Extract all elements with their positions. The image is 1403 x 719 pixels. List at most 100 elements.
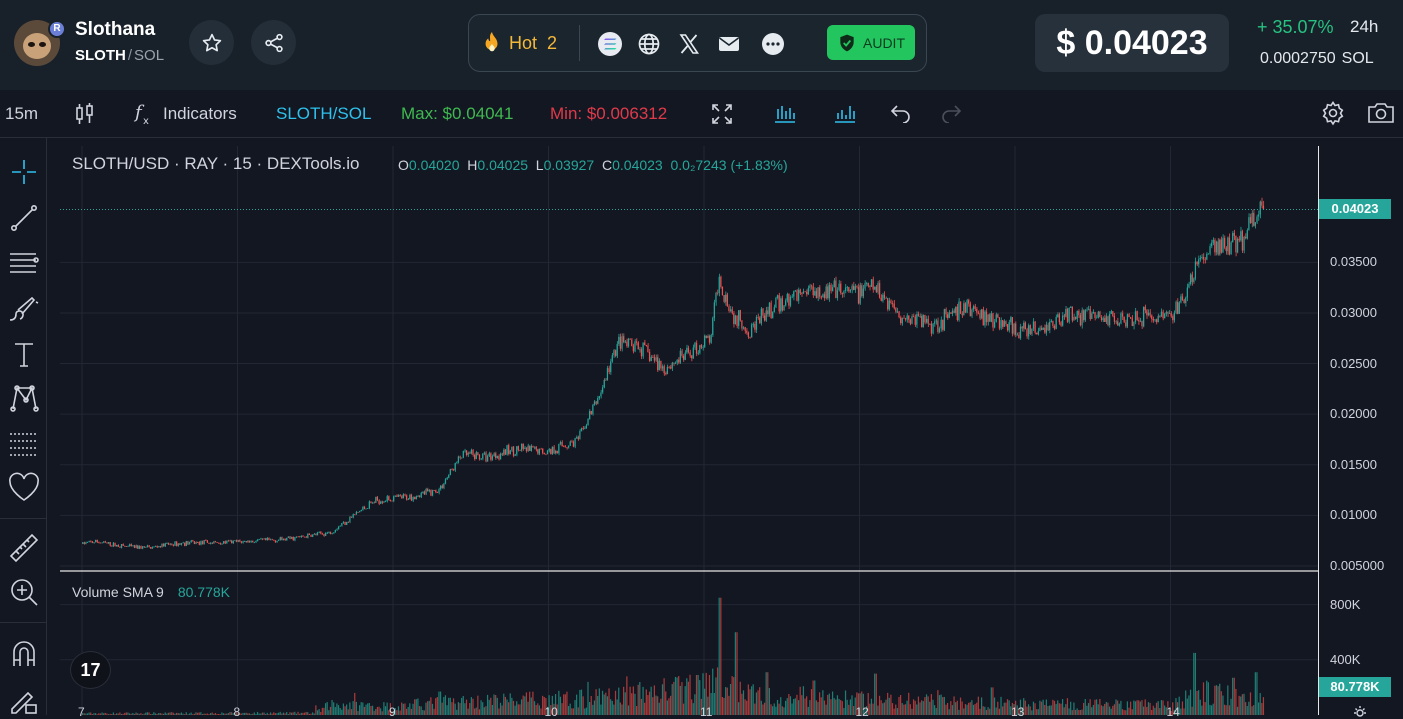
volume-bar — [394, 707, 396, 715]
volume-bar — [346, 704, 348, 715]
volume-bars-icon[interactable] — [833, 102, 857, 124]
candle-body — [922, 314, 924, 327]
volume-bar — [1079, 709, 1082, 715]
candles-icon[interactable] — [74, 102, 96, 126]
volume-bar — [422, 710, 424, 715]
candle-body — [1083, 310, 1085, 321]
email-icon[interactable] — [717, 32, 741, 56]
candle-body — [917, 314, 920, 317]
candle-body — [508, 445, 510, 454]
candle-body — [951, 310, 954, 314]
favorite-button[interactable] — [189, 20, 234, 65]
zoom-in-icon[interactable] — [8, 576, 40, 608]
candle-body — [1094, 312, 1096, 318]
volume-bar — [1073, 702, 1075, 715]
volume-bar — [739, 681, 741, 715]
volume-bar — [274, 713, 276, 715]
candle-body — [1251, 212, 1253, 224]
candle-body — [1073, 317, 1075, 321]
ruler-icon[interactable] — [8, 532, 40, 564]
volume-bar — [940, 694, 942, 715]
tradingview-logo[interactable]: 17 — [70, 651, 111, 689]
candle-body — [763, 315, 766, 321]
volume-bar — [977, 696, 979, 715]
candle-body — [976, 308, 978, 313]
interval-select[interactable]: 15m — [5, 104, 39, 123]
volume-bar — [360, 702, 362, 715]
volume-bar — [125, 712, 127, 715]
bars-style-icon[interactable] — [773, 102, 797, 124]
candle-body — [250, 540, 252, 543]
camera-icon[interactable] — [1367, 101, 1395, 125]
candle-body — [684, 352, 686, 360]
globe-icon[interactable] — [637, 32, 661, 56]
volume-bar — [958, 709, 960, 715]
volume-bar — [597, 696, 599, 715]
volume-bar — [415, 699, 417, 715]
volume-bar — [1191, 706, 1193, 715]
candle-body — [417, 496, 419, 497]
volume-bar — [1003, 702, 1005, 715]
candle-body — [841, 293, 843, 295]
candle-body — [99, 542, 102, 544]
pattern-tool-icon[interactable] — [8, 382, 40, 414]
candle-body — [106, 542, 108, 544]
volume-bar — [341, 709, 343, 715]
redo-icon[interactable] — [940, 103, 962, 123]
candle-body — [640, 349, 643, 357]
pair-select[interactable]: SLOTH/SOL — [276, 104, 372, 123]
candle-body — [864, 283, 866, 289]
brush-icon[interactable] — [8, 294, 40, 326]
text-tool-icon[interactable] — [8, 338, 40, 370]
more-icon[interactable] — [761, 32, 785, 56]
candle-body — [750, 324, 753, 338]
volume-bar — [953, 696, 955, 715]
lock-drawing-icon[interactable] — [8, 683, 40, 715]
undo-icon[interactable] — [890, 103, 912, 123]
candle-body — [206, 540, 208, 543]
audit-button[interactable]: AUDIT — [827, 25, 915, 60]
volume-bar — [1081, 709, 1083, 715]
volume-bar — [371, 705, 374, 715]
volume-bar — [520, 699, 523, 715]
candle-body — [1225, 247, 1227, 252]
candle-body — [1036, 332, 1038, 335]
hot-button[interactable]: Hot 2 — [481, 31, 557, 55]
volume-bar — [1136, 700, 1138, 715]
volume-bar — [1002, 706, 1004, 715]
volume-bar — [499, 702, 502, 715]
volume-bar — [1045, 699, 1047, 715]
crosshair-icon[interactable] — [8, 156, 40, 188]
volume-bar — [101, 712, 103, 715]
indicators-label: Indicators — [163, 104, 237, 123]
candle-body — [404, 494, 406, 496]
solana-icon[interactable] — [598, 32, 622, 56]
heart-icon[interactable] — [8, 472, 40, 504]
candle-body — [274, 540, 276, 543]
x-twitter-icon[interactable] — [677, 32, 701, 56]
candle-body — [679, 350, 681, 363]
settings-gear-icon[interactable] — [1320, 100, 1346, 126]
fib-levels-icon[interactable] — [8, 428, 40, 460]
volume-bar — [815, 700, 817, 715]
candle-body — [1159, 315, 1161, 317]
candle-body — [535, 446, 537, 450]
horizontal-lines-icon[interactable] — [8, 246, 40, 278]
price-chart[interactable] — [60, 146, 1318, 715]
magnet-icon[interactable] — [8, 638, 40, 670]
trend-line-icon[interactable] — [8, 202, 40, 234]
volume-bar — [1193, 652, 1195, 715]
candle-body — [480, 458, 482, 460]
volume-bar — [754, 703, 756, 715]
candle-body — [783, 305, 785, 311]
candle-body — [738, 310, 740, 326]
volume-bar — [930, 694, 932, 715]
candle-body — [201, 541, 204, 545]
candle-body — [277, 539, 280, 541]
candle-body — [652, 357, 654, 358]
share-button[interactable] — [251, 20, 296, 65]
fullscreen-icon[interactable] — [710, 102, 734, 126]
volume-bar — [917, 696, 920, 715]
volume-bar — [383, 702, 385, 715]
